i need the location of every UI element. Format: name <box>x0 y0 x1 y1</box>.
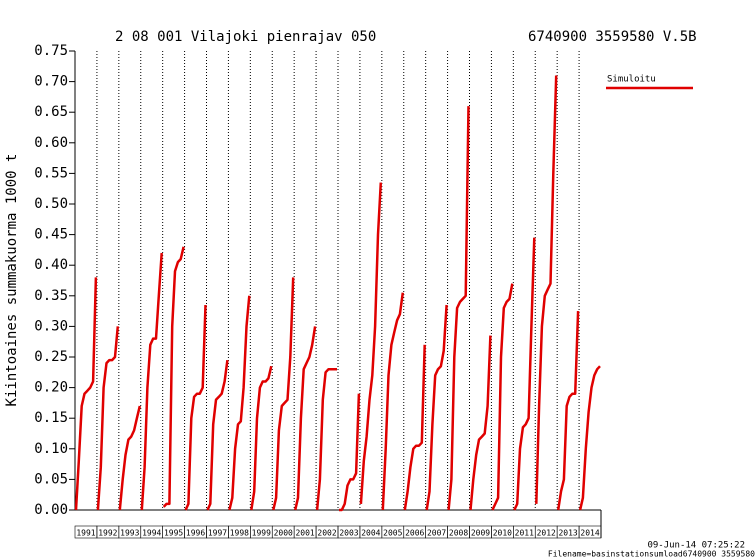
series-line <box>184 304 207 511</box>
y-axis-label: Kiintoaines summakuorma 1000 t <box>4 154 20 407</box>
y-tick-label: 0.65 <box>34 104 68 120</box>
series-line <box>272 277 295 511</box>
x-tick-label: 2011 <box>515 529 534 538</box>
series-line <box>556 311 580 511</box>
series-line <box>425 304 448 511</box>
series-line <box>359 182 383 504</box>
x-tick-label: 2000 <box>274 529 293 538</box>
y-tick-label: 0.70 <box>34 74 68 90</box>
series-line <box>140 252 163 511</box>
chart-title: 2 08 001 Vilajoki pienrajav 050 <box>115 29 376 45</box>
x-tick-label: 1994 <box>142 529 161 538</box>
y-tick-label: 0.10 <box>34 441 68 457</box>
x-tick-label: 2007 <box>427 529 446 538</box>
series-line <box>250 365 273 511</box>
x-tick-label: 1996 <box>186 529 205 538</box>
x-tick-label: 2009 <box>471 529 490 538</box>
series-line <box>469 335 492 511</box>
y-tick-label: 0.40 <box>34 257 68 273</box>
x-tick-label: 2014 <box>580 529 599 538</box>
footer-filename: Filename=basinstationsumload6740900 3559… <box>548 550 755 559</box>
series-line <box>118 405 142 511</box>
x-tick-label: 2002 <box>317 529 336 538</box>
x-tick-label: 2012 <box>537 529 556 538</box>
x-tick-label: 1999 <box>252 529 271 538</box>
y-tick-label: 0.55 <box>34 165 68 181</box>
series-line <box>339 393 361 512</box>
y-tick-label: 0.25 <box>34 349 68 365</box>
legend-label: Simuloitu <box>607 75 656 85</box>
footer-date: 09-Jun-14 07:25:22 <box>647 541 745 551</box>
y-tick-label: 0.50 <box>34 196 68 212</box>
series-line <box>74 277 98 511</box>
x-tick-label: 2001 <box>295 529 314 538</box>
series-line <box>96 326 120 511</box>
y-tick-label: 0.15 <box>34 410 68 426</box>
series-line <box>315 367 337 511</box>
x-tick-label: 1993 <box>120 529 139 538</box>
y-tick-label: 0.00 <box>34 502 68 518</box>
y-tick-label: 0.75 <box>34 43 68 59</box>
y-tick-label: 0.60 <box>34 135 68 151</box>
x-tick-label: 1991 <box>76 529 95 538</box>
series-line <box>403 344 426 511</box>
y-tick-label: 0.20 <box>34 380 68 396</box>
x-tick-label: 1992 <box>98 529 117 538</box>
x-tick-label: 1995 <box>164 529 183 538</box>
x-tick-label: 2013 <box>558 529 577 538</box>
x-tick-label: 2005 <box>383 529 402 538</box>
series-line <box>162 246 185 508</box>
y-tick-label: 0.05 <box>34 471 68 487</box>
series-line <box>206 359 229 511</box>
series-line <box>293 326 317 511</box>
x-tick-label: 2006 <box>405 529 424 538</box>
x-tick-label: 2004 <box>361 529 380 538</box>
series-line <box>491 283 514 511</box>
series-line <box>447 106 470 511</box>
x-tick-label: 2008 <box>449 529 468 538</box>
x-tick-label: 1998 <box>230 529 249 538</box>
series-line <box>513 237 536 511</box>
y-tick-label: 0.30 <box>34 318 68 334</box>
y-tick-label: 0.35 <box>34 288 68 304</box>
series-line <box>578 365 601 511</box>
x-tick-label: 2010 <box>493 529 512 538</box>
chart-subtitle: 6740900 3559580 V.5B <box>528 29 697 45</box>
series-line <box>228 295 251 511</box>
series-line <box>381 292 405 511</box>
x-tick-label: 1997 <box>208 529 227 538</box>
series-line <box>535 75 558 504</box>
x-tick-label: 2003 <box>339 529 358 538</box>
y-tick-label: 0.45 <box>34 227 68 243</box>
